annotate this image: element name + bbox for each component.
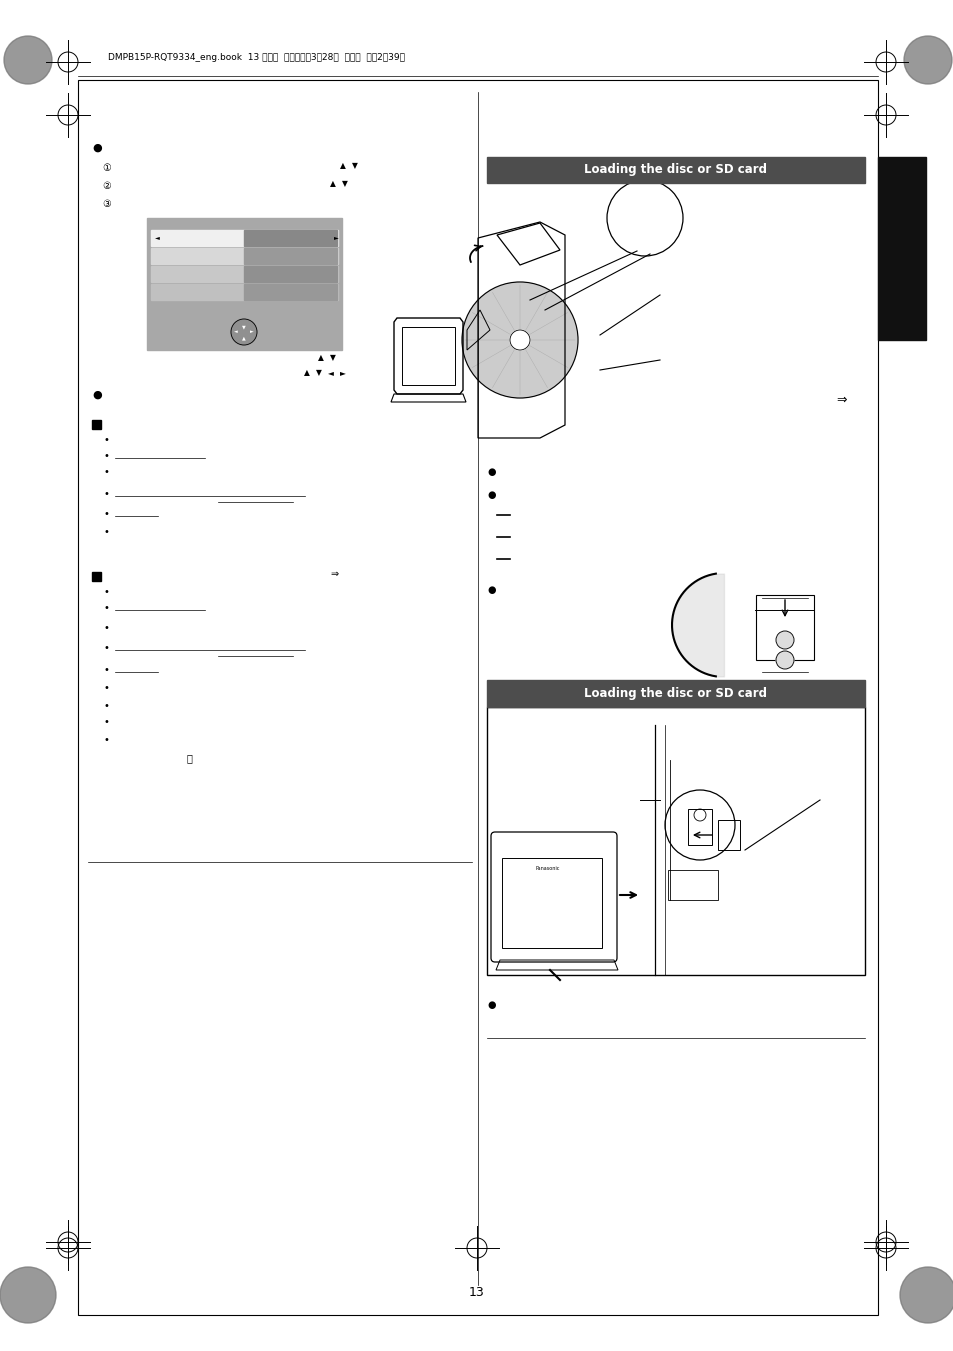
Text: ▼: ▼ bbox=[315, 369, 321, 377]
Text: •: • bbox=[104, 586, 110, 597]
Bar bbox=[151, 284, 337, 300]
Text: •: • bbox=[104, 665, 110, 676]
Text: ⇒: ⇒ bbox=[836, 393, 846, 407]
Text: •: • bbox=[104, 489, 110, 499]
Bar bbox=[91, 420, 101, 430]
Bar bbox=[147, 218, 341, 350]
Text: ⏻: ⏻ bbox=[187, 753, 193, 763]
Text: ►: ► bbox=[339, 369, 346, 377]
Text: Loading the disc or SD card: Loading the disc or SD card bbox=[584, 686, 767, 700]
Text: ▼: ▼ bbox=[242, 324, 246, 328]
Circle shape bbox=[903, 36, 951, 84]
Text: •: • bbox=[104, 435, 110, 444]
Text: ⇒: ⇒ bbox=[330, 569, 337, 580]
Text: ◄: ◄ bbox=[233, 330, 237, 335]
Bar bbox=[755, 594, 813, 661]
Text: ▼: ▼ bbox=[341, 180, 348, 189]
Text: ▲: ▲ bbox=[317, 354, 323, 362]
Text: ●: ● bbox=[91, 143, 102, 153]
Text: ①: ① bbox=[102, 163, 111, 173]
Text: ◄: ◄ bbox=[328, 369, 334, 377]
Text: ▲: ▲ bbox=[330, 180, 335, 189]
Bar bbox=[486, 707, 864, 975]
Text: Loading the disc or SD card: Loading the disc or SD card bbox=[584, 163, 767, 177]
Circle shape bbox=[775, 631, 793, 648]
Text: •: • bbox=[104, 527, 110, 536]
Bar bbox=[244, 284, 336, 300]
Text: ●: ● bbox=[91, 390, 102, 400]
Text: 13: 13 bbox=[469, 1286, 484, 1298]
Bar bbox=[151, 266, 337, 282]
Text: ●: ● bbox=[486, 585, 495, 594]
Bar bbox=[78, 80, 877, 1315]
Bar bbox=[877, 157, 925, 340]
Bar bbox=[151, 230, 337, 246]
Text: ②: ② bbox=[102, 181, 111, 190]
Bar bbox=[244, 249, 336, 263]
Text: •: • bbox=[104, 701, 110, 711]
Circle shape bbox=[0, 1267, 56, 1323]
Text: •: • bbox=[104, 467, 110, 477]
Bar bbox=[486, 157, 864, 182]
Circle shape bbox=[4, 36, 52, 84]
Text: •: • bbox=[104, 643, 110, 653]
Bar bbox=[501, 858, 601, 948]
Text: •: • bbox=[104, 735, 110, 744]
Bar bbox=[401, 327, 455, 385]
Text: ►: ► bbox=[334, 235, 338, 240]
Text: ●: ● bbox=[486, 490, 495, 500]
Bar bbox=[667, 870, 718, 900]
Text: Panasonic: Panasonic bbox=[536, 866, 559, 870]
Text: •: • bbox=[104, 603, 110, 613]
Text: •: • bbox=[104, 451, 110, 461]
Circle shape bbox=[899, 1267, 953, 1323]
Bar bbox=[244, 266, 336, 282]
Text: •: • bbox=[104, 509, 110, 519]
Text: DMPB15P-RQT9334_eng.book  13 ページ  ２００９年3月28日  土曜日  午後2時39分: DMPB15P-RQT9334_eng.book 13 ページ ２００９年3月2… bbox=[108, 54, 405, 62]
Text: ③: ③ bbox=[102, 199, 111, 209]
Bar bbox=[151, 249, 337, 263]
Text: ►: ► bbox=[250, 330, 253, 335]
Bar bbox=[486, 680, 864, 707]
Bar bbox=[91, 571, 101, 581]
Circle shape bbox=[231, 319, 256, 345]
Text: ▼: ▼ bbox=[330, 354, 335, 362]
Circle shape bbox=[775, 651, 793, 669]
Bar bbox=[244, 230, 336, 246]
Text: •: • bbox=[104, 717, 110, 727]
Text: ●: ● bbox=[486, 467, 495, 477]
Text: •: • bbox=[104, 623, 110, 634]
Text: ▲: ▲ bbox=[339, 162, 346, 170]
Circle shape bbox=[510, 330, 530, 350]
Text: ◄: ◄ bbox=[154, 235, 159, 240]
Text: ▼: ▼ bbox=[352, 162, 357, 170]
Text: •: • bbox=[104, 684, 110, 693]
Text: ▲: ▲ bbox=[304, 369, 310, 377]
Circle shape bbox=[461, 282, 578, 399]
Text: ●: ● bbox=[486, 1000, 495, 1011]
Bar bbox=[687, 809, 711, 844]
Text: ▲: ▲ bbox=[242, 335, 246, 340]
